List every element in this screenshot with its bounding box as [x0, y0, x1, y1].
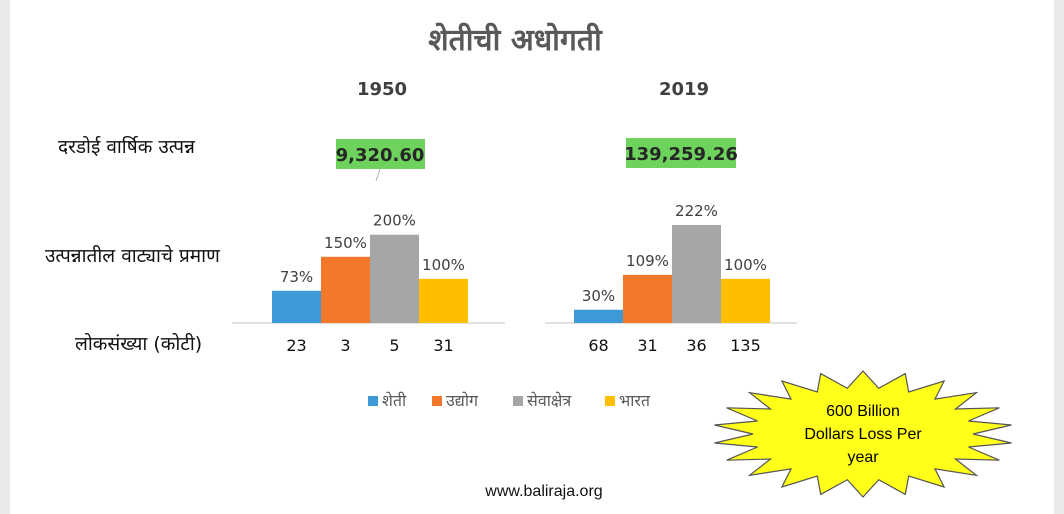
bar-seva-1950 — [370, 234, 419, 323]
row-label-income: दरडोई वार्षिक उत्पन्न — [58, 135, 196, 158]
legend-swatch-seva — [513, 396, 523, 406]
population-bharat-2019: 135 — [730, 336, 761, 355]
website-url: www.baliraja.org — [484, 483, 602, 500]
left-margin-strip — [0, 0, 10, 514]
data-label-udyog-2019: 109% — [626, 252, 669, 270]
callout-line-3: year — [847, 449, 879, 466]
bar-bharat-1950 — [419, 278, 468, 323]
population-values-layer: 23 3 5 31 68 31 36 135 — [286, 336, 760, 355]
population-sheti-1950: 23 — [286, 336, 306, 355]
population-udyog-2019: 31 — [637, 336, 657, 355]
legend-swatch-udyog — [432, 396, 442, 406]
bar-seva-2019 — [672, 225, 721, 323]
loss-callout-burst: 600 Billion Dollars Loss Per year — [714, 370, 1012, 498]
data-labels-layer: 73% 150% 200% 100% 30% 109% 222% 100% — [280, 202, 767, 305]
row-label-population: लोकसंख्या (कोटी) — [75, 332, 202, 355]
legend: शेती उद्योग सेवाक्षेत्र भारत — [368, 391, 651, 410]
income-value-1950: 9,320.60 — [336, 145, 425, 166]
starburst-shape — [714, 370, 1012, 498]
data-label-udyog-1950: 150% — [324, 234, 367, 252]
right-margin-strip — [1054, 0, 1064, 514]
income-box-2019: 139,259.26 — [624, 138, 738, 168]
data-label-bharat-2019: 100% — [724, 256, 767, 274]
income-value-2019: 139,259.26 — [624, 144, 738, 165]
data-label-bharat-1950: 100% — [422, 256, 465, 274]
data-label-seva-2019: 222% — [675, 202, 718, 220]
population-sheti-2019: 68 — [588, 336, 608, 355]
population-udyog-1950: 3 — [340, 336, 350, 355]
population-bharat-1950: 31 — [433, 336, 453, 355]
data-label-sheti-1950: 73% — [280, 268, 313, 286]
income-box-bg — [626, 138, 736, 168]
year-label-2019: 2019 — [659, 79, 709, 100]
bar-udyog-1950 — [321, 256, 370, 323]
callout-line-2: Dollars Loss Per — [804, 426, 922, 443]
legend-swatch-bharat — [605, 396, 615, 406]
year-label-1950: 1950 — [357, 79, 407, 100]
population-seva-1950: 5 — [389, 336, 399, 355]
bar-bharat-2019 — [721, 278, 770, 323]
population-seva-2019: 36 — [686, 336, 706, 355]
legend-label-seva: सेवाक्षेत्र — [527, 391, 572, 410]
income-leader-line — [375, 168, 381, 182]
legend-swatch-sheti — [368, 396, 378, 406]
row-label-share: उत्पन्नातील वाट्याचे प्रमाण — [45, 244, 220, 267]
legend-label-sheti: शेती — [382, 391, 407, 410]
data-label-sheti-2019: 30% — [582, 287, 615, 305]
bar-sheti-1950 — [272, 290, 321, 323]
bars-layer — [272, 225, 770, 323]
data-label-seva-1950: 200% — [373, 212, 416, 230]
chart-title: शेतीची अधोगती — [428, 22, 603, 58]
bar-udyog-2019 — [623, 274, 672, 323]
bar-sheti-2019 — [574, 309, 623, 323]
income-box-bg — [336, 139, 425, 169]
legend-label-bharat: भारत — [619, 391, 651, 410]
income-box-1950: 9,320.60 — [336, 139, 425, 169]
callout-line-1: 600 Billion — [826, 403, 900, 420]
legend-label-udyog: उद्योग — [446, 391, 479, 410]
